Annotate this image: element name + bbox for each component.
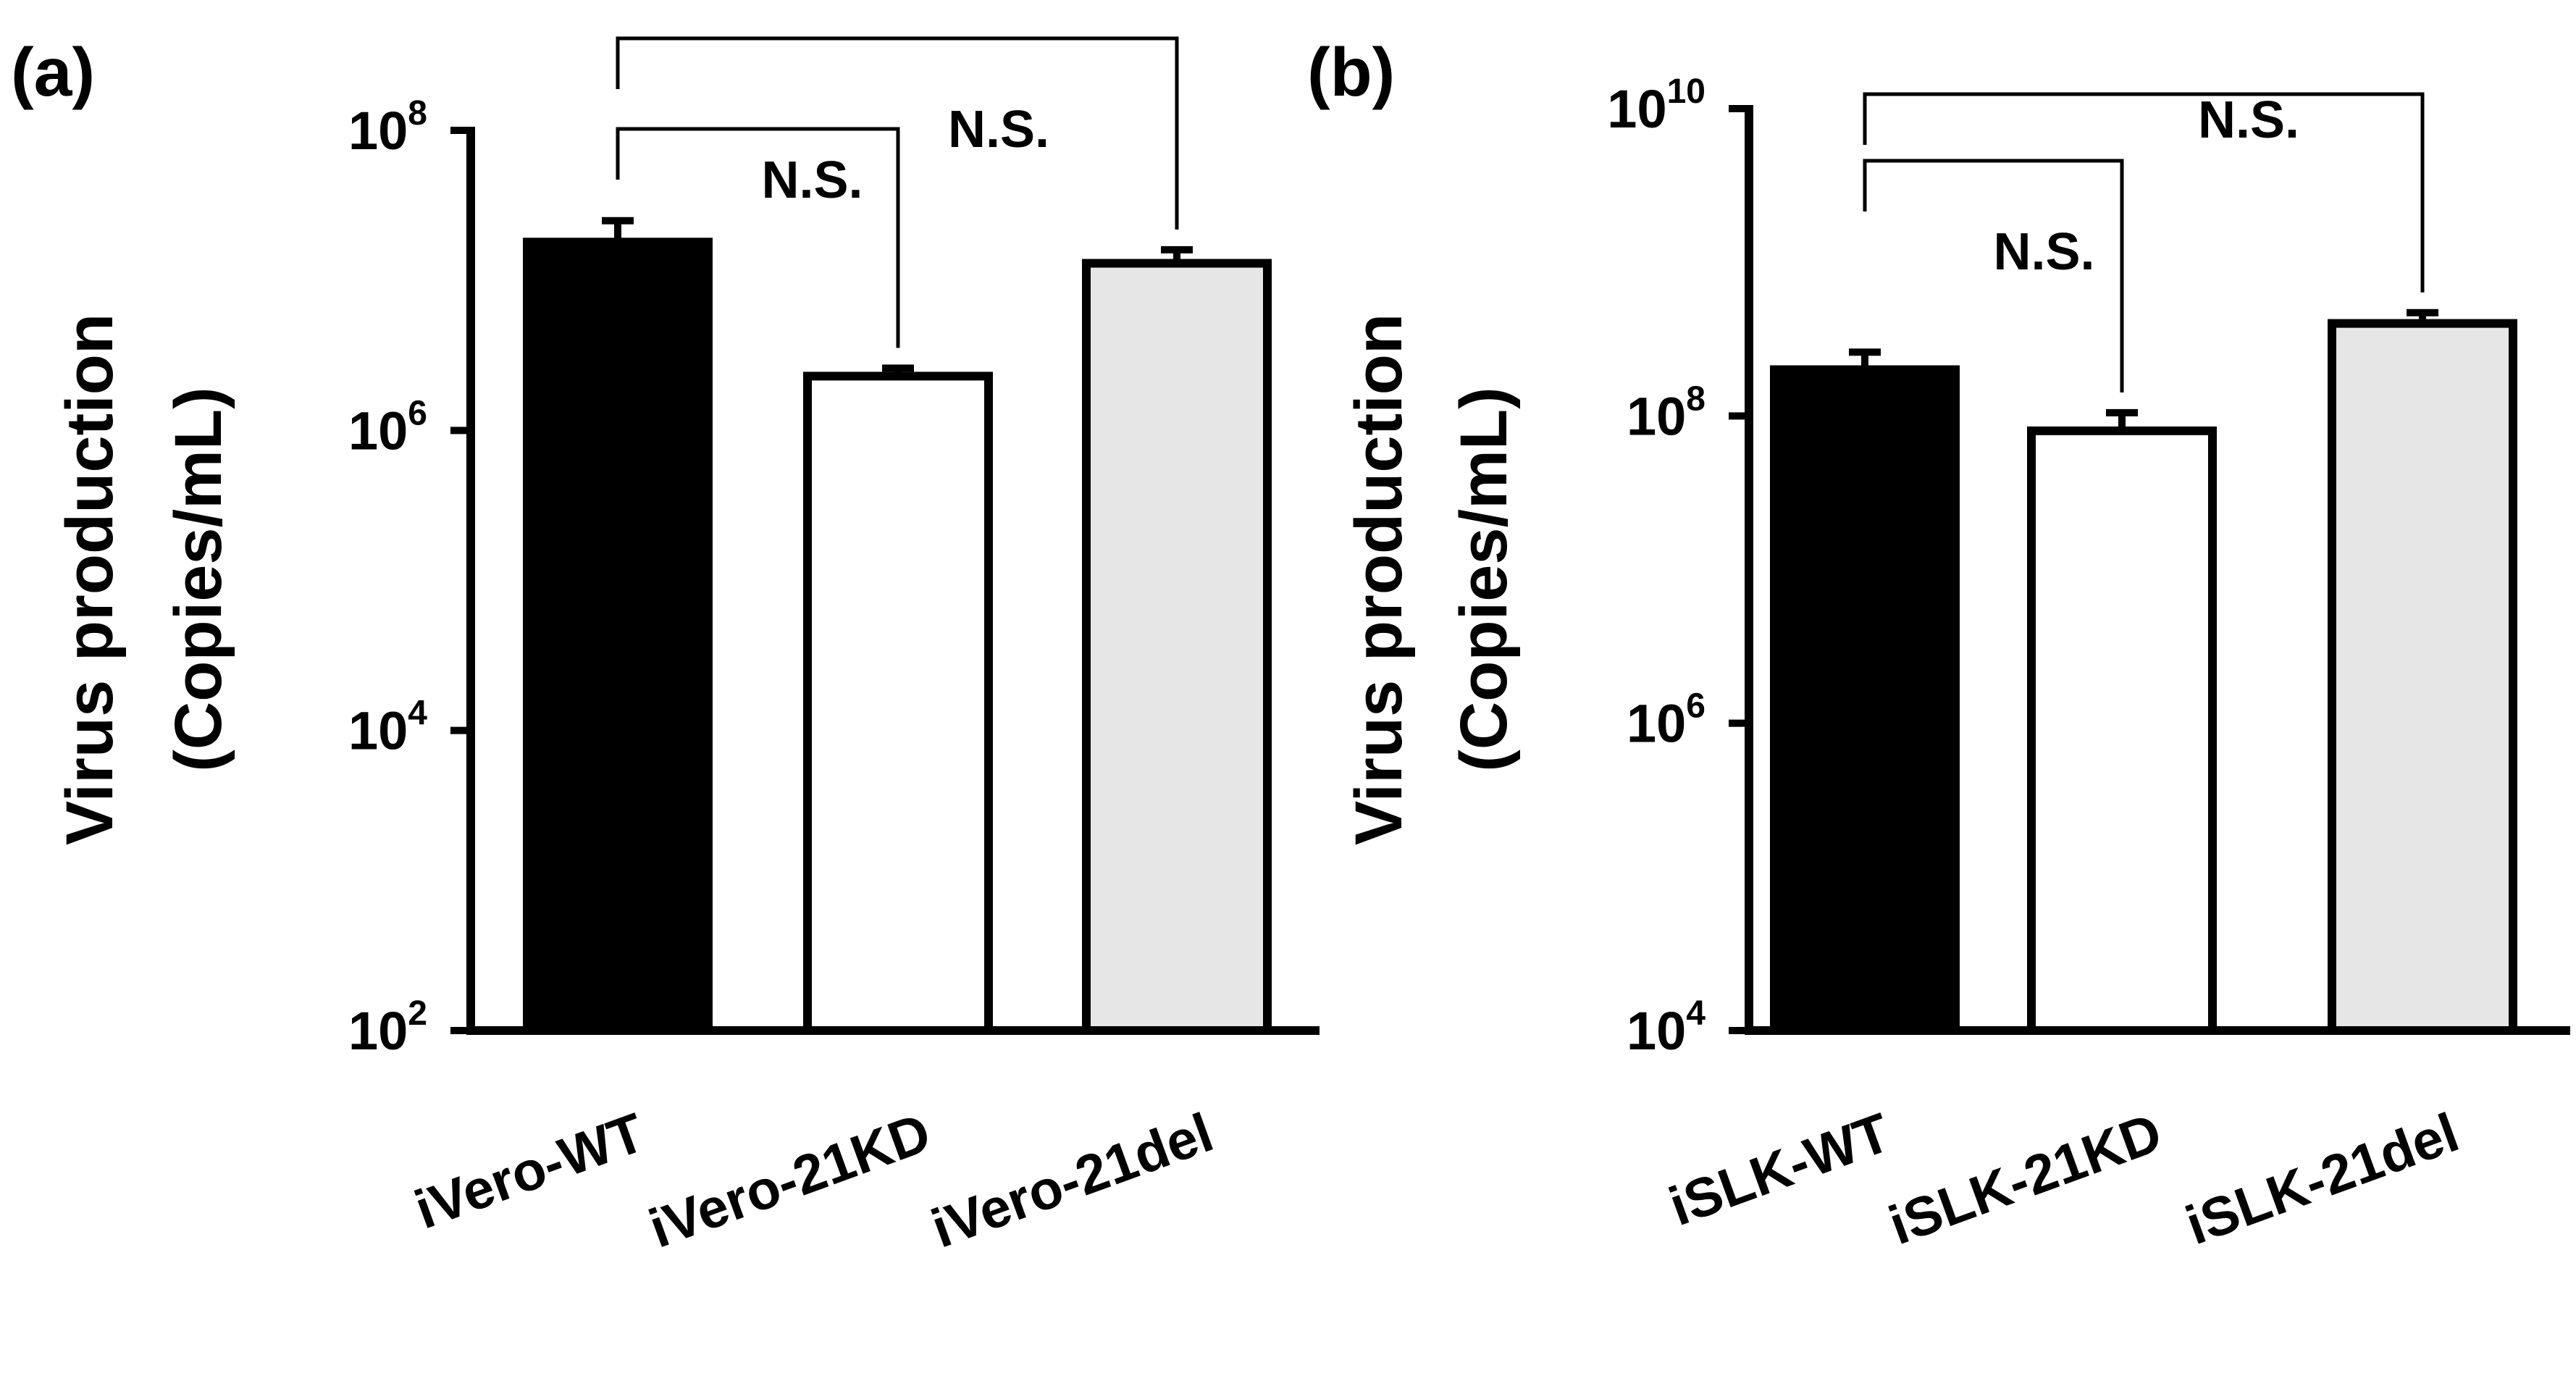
panel-label: (b) (1307, 34, 1395, 111)
y-tick-exponent: 8 (1686, 379, 1706, 418)
bar-iVero-21KD (803, 372, 993, 1035)
significance-label: N.S. (2198, 91, 2299, 149)
significance-label: N.S. (1993, 223, 2094, 281)
y-axis-label-line1: Virus production (1342, 314, 1416, 845)
y-tick-exponent: 6 (408, 394, 427, 432)
y-tick-label: 106 (348, 394, 427, 461)
y-tick-base: 10 (1627, 694, 1686, 754)
chart-panel-b: (b)Virus production (Copies/mL)1041061081… (1307, 34, 2570, 1257)
bar-iSLK-21KD (2027, 426, 2217, 1035)
x-tick-label: iVero-21del (924, 1102, 1221, 1260)
y-tick-exponent: 6 (1686, 687, 1706, 726)
significance-bracket (1863, 92, 2425, 293)
significance-bracket (616, 36, 1179, 230)
y-tick-label: 104 (1627, 994, 1706, 1061)
y-axis-label-line2: (Copies/mL) (1447, 387, 1521, 772)
x-tick-label: iVero-WT (407, 1102, 653, 1241)
y-tick-base: 10 (1607, 79, 1666, 139)
y-axis-label-line1: Virus production (53, 314, 127, 845)
significance-label: N.S. (761, 151, 863, 209)
y-tick-label: 102 (348, 994, 427, 1061)
x-tick-label: iSLK-21KD (1881, 1102, 2170, 1257)
chart-panel-a: (a)Virus production (Copies/mL)1021041061… (11, 34, 1320, 1260)
significance-label: N.S. (948, 101, 1049, 159)
y-axis-label-line2: (Copies/mL) (161, 387, 235, 772)
y-tick-base: 10 (1627, 386, 1686, 446)
bar-iVero-WT (523, 238, 713, 1035)
significance-bracket (616, 127, 900, 348)
y-tick-exponent: 8 (408, 94, 427, 133)
bar-iSLK-21del (2328, 319, 2517, 1036)
y-tick-label: 108 (348, 94, 427, 161)
y-tick-label: 1010 (1607, 72, 1706, 139)
y-tick-exponent: 4 (408, 695, 427, 733)
y-tick-base: 10 (1627, 1001, 1686, 1061)
y-tick-base: 10 (348, 400, 408, 461)
y-tick-label: 104 (348, 695, 427, 761)
y-tick-label: 106 (1627, 687, 1706, 754)
significance-bracket (1863, 159, 2124, 393)
y-tick-base: 10 (348, 101, 408, 161)
x-tick-label: iSLK-WT (1661, 1102, 1898, 1238)
y-tick-exponent: 2 (408, 994, 427, 1033)
y-tick-label: 108 (1627, 379, 1706, 446)
y-tick-base: 10 (348, 1001, 408, 1061)
y-tick-exponent: 10 (1667, 72, 1706, 111)
x-tick-label: iVero-21KD (642, 1102, 939, 1260)
bar-iVero-21del (1082, 259, 1272, 1035)
panel-label: (a) (11, 34, 95, 111)
bar-iSLK-WT (1770, 365, 1960, 1036)
x-tick-label: iSLK-21del (2178, 1102, 2467, 1257)
y-tick-exponent: 4 (1686, 994, 1706, 1033)
y-tick-base: 10 (348, 701, 408, 761)
